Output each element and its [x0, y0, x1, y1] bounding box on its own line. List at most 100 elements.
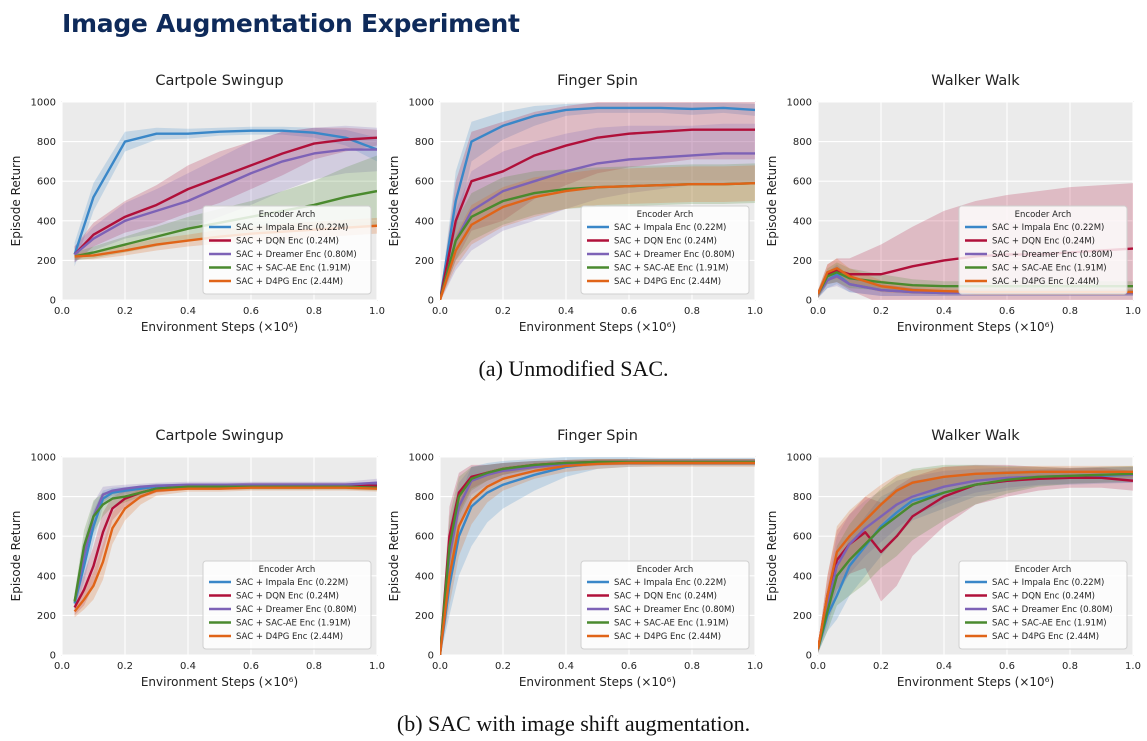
- x-tick-label: 0.4: [936, 661, 952, 672]
- y-tick-label: 0: [428, 296, 434, 307]
- y-tick-label: 200: [793, 611, 812, 622]
- x-tick-label: 0.4: [180, 306, 196, 317]
- x-tick-label: 0.6: [999, 306, 1015, 317]
- x-tick-label: 0.4: [558, 306, 574, 317]
- x-tick-label: 0.0: [54, 661, 70, 672]
- chart-walker-walk-augmented: Walker Walk 0.0 0.2 0.4 0.6 0.8 1.0 0 200 400 600 8…: [765, 428, 1141, 689]
- y-axis-label: Episode Return: [9, 511, 23, 602]
- y-tick-label: 600: [415, 532, 434, 543]
- legend-entry: SAC + Dreamer Enc (0.80M): [992, 250, 1113, 260]
- x-axis-label: Environment Steps (×10⁶): [519, 320, 676, 334]
- band-sac-dqn-enc-0-24m: [74, 127, 377, 263]
- line-sac-dreamer-enc-0-80m: [73, 481, 377, 602]
- x-tick-label: 0.8: [1062, 661, 1078, 672]
- legend-box: [202, 560, 372, 650]
- x-tick-label: 0.6: [999, 661, 1015, 672]
- y-tick-label: 400: [37, 571, 56, 582]
- series-group: [440, 102, 755, 300]
- y-axis-label: Episode Return: [765, 511, 779, 602]
- x-tick-label: 0.4: [936, 306, 952, 317]
- caption-shift-augmentation: (b) SAC with image shift augmentation.: [396, 711, 751, 736]
- legend-entry: SAC + Impala Enc (0.22M): [236, 578, 348, 588]
- legend-entry: SAC + Impala Enc (0.22M): [236, 223, 348, 233]
- legend-title: Encoder Arch: [1015, 565, 1072, 575]
- chart-title: Walker Walk: [931, 428, 1020, 444]
- x-tick-label: 0.8: [684, 306, 700, 317]
- x-axis-label: Environment Steps (×10⁶): [519, 675, 676, 689]
- y-tick-label: 800: [415, 137, 434, 148]
- series-group: [73, 478, 377, 618]
- x-tick-label: 0.6: [621, 661, 637, 672]
- x-tick-label: 0.2: [873, 306, 889, 317]
- y-tick-label: 400: [793, 571, 812, 582]
- legend-entry: SAC + Impala Enc (0.22M): [992, 223, 1104, 233]
- x-tick-label: 0.2: [117, 306, 133, 317]
- legend-entry: SAC + Impala Enc (0.22M): [614, 578, 726, 588]
- y-tick-label: 600: [37, 177, 56, 188]
- legend-entry: SAC + D4PG Enc (2.44M): [614, 277, 721, 287]
- legend-entry: SAC + DQN Enc (0.24M): [236, 592, 339, 602]
- legend-entry: SAC + SAC-AE Enc (1.91M): [992, 264, 1107, 274]
- band-sac-impala-enc-0-22m: [818, 264, 1133, 299]
- legend-entry: SAC + SAC-AE Enc (1.91M): [614, 619, 729, 629]
- y-tick-label: 200: [37, 256, 56, 267]
- y-tick-label: 400: [37, 216, 56, 227]
- legend-entry: SAC + D4PG Enc (2.44M): [992, 632, 1099, 642]
- legend-entry: SAC + Dreamer Enc (0.80M): [992, 605, 1113, 615]
- y-tick-label: 0: [50, 651, 56, 662]
- legend-entry: SAC + SAC-AE Enc (1.91M): [992, 619, 1107, 629]
- legend-entry: SAC + SAC-AE Enc (1.91M): [236, 619, 351, 629]
- y-tick-label: 800: [793, 492, 812, 503]
- legend-box: [580, 205, 750, 295]
- x-tick-label: 0.8: [306, 306, 322, 317]
- y-tick-label: 400: [415, 571, 434, 582]
- line-sac-dqn-enc-0-24m: [73, 136, 377, 256]
- x-tick-label: 1.0: [747, 661, 763, 672]
- line-sac-d4pg-enc-2-44m: [440, 461, 755, 655]
- y-tick-label: 600: [793, 532, 812, 543]
- legend-entry: SAC + SAC-AE Enc (1.91M): [236, 264, 351, 274]
- y-tick-label: 0: [428, 651, 434, 662]
- legend-title: Encoder Arch: [259, 210, 316, 220]
- page-title: Image Augmentation Experiment: [62, 9, 520, 38]
- x-tick-label: 0.4: [180, 661, 196, 672]
- band-sac-dreamer-enc-0-80m: [74, 125, 377, 263]
- band-sac-dreamer-enc-0-80m: [74, 478, 377, 610]
- y-tick-label: 400: [415, 216, 434, 227]
- chart-title: Cartpole Swingup: [155, 73, 283, 89]
- y-tick-label: 200: [415, 611, 434, 622]
- x-tick-label: 0.2: [495, 306, 511, 317]
- legend: Encoder Arch SAC + Impala Enc (0.22M) SAC …: [958, 205, 1128, 295]
- x-tick-label: 0.8: [1062, 306, 1078, 317]
- x-tick-label: 0.2: [873, 661, 889, 672]
- line-sac-d4pg-enc-2-44m: [440, 181, 755, 300]
- chart-title: Finger Spin: [557, 428, 638, 444]
- chart-title: Cartpole Swingup: [155, 428, 283, 444]
- legend-entry: SAC + D4PG Enc (2.44M): [236, 277, 343, 287]
- legend-entry: SAC + Dreamer Enc (0.80M): [236, 250, 357, 260]
- y-axis-label: Episode Return: [387, 156, 401, 247]
- chart-finger-spin-unmodified: Finger Spin 0.0 0.2 0.4 0.6 0.8 1.0 0 200 400 600 8…: [387, 73, 763, 334]
- legend-box: [580, 560, 750, 650]
- chart-finger-spin-augmented: Finger Spin 0.0 0.2 0.4 0.6 0.8 1.0 0 200 400 600 8…: [387, 428, 763, 689]
- line-sac-dreamer-enc-0-80m: [440, 152, 755, 300]
- caption-unmodified-sac: (a) Unmodified SAC.: [478, 356, 669, 381]
- line-sac-impala-enc-0-22m: [440, 106, 755, 300]
- chart-cartpole-swingup-augmented: Cartpole Swingup 0.0 0.2 0.4 0.6 0.8 1.0 0 200 40…: [9, 428, 385, 689]
- legend-entry: SAC + Impala Enc (0.22M): [992, 578, 1104, 588]
- y-tick-label: 200: [37, 611, 56, 622]
- line-sac-impala-enc-0-22m: [73, 129, 377, 255]
- x-tick-label: 1.0: [369, 661, 385, 672]
- y-tick-label: 1000: [31, 98, 56, 109]
- x-tick-label: 0.0: [432, 661, 448, 672]
- legend-entry: SAC + SAC-AE Enc (1.91M): [614, 264, 729, 274]
- y-tick-label: 600: [793, 177, 812, 188]
- legend: Encoder Arch SAC + Impala Enc (0.22M) SAC …: [580, 560, 750, 650]
- y-tick-label: 800: [793, 137, 812, 148]
- legend-entry: SAC + Dreamer Enc (0.80M): [614, 250, 735, 260]
- y-tick-label: 1000: [787, 98, 812, 109]
- legend-box: [958, 560, 1128, 650]
- legend-title: Encoder Arch: [637, 210, 694, 220]
- legend-entry: SAC + D4PG Enc (2.44M): [614, 632, 721, 642]
- legend: Encoder Arch SAC + Impala Enc (0.22M) SAC …: [202, 205, 372, 295]
